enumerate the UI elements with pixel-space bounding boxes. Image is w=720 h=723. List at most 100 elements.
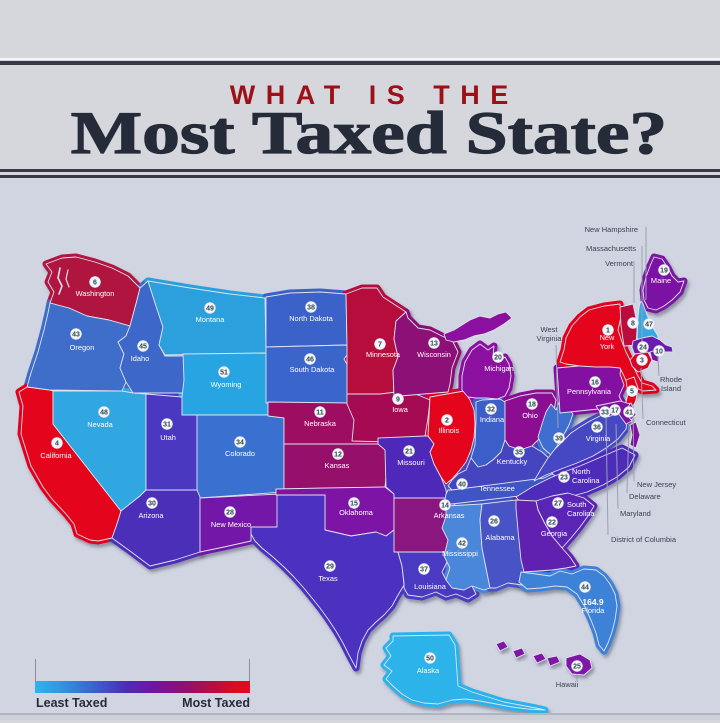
- svg-text:14: 14: [441, 503, 449, 510]
- svg-text:5: 5: [630, 389, 634, 396]
- svg-text:York: York: [600, 342, 615, 351]
- svg-text:Maryland: Maryland: [620, 509, 651, 518]
- svg-text:North: North: [572, 467, 590, 476]
- svg-text:44: 44: [581, 585, 589, 592]
- svg-text:Minnesota: Minnesota: [366, 350, 401, 359]
- svg-text:Ohio: Ohio: [522, 411, 538, 420]
- svg-text:Kentucky: Kentucky: [497, 457, 528, 466]
- svg-text:51: 51: [220, 370, 228, 377]
- svg-text:20: 20: [494, 355, 502, 362]
- svg-text:Virginia: Virginia: [537, 334, 563, 343]
- svg-text:Louisiana: Louisiana: [414, 582, 447, 591]
- svg-text:Arkansas: Arkansas: [434, 511, 465, 520]
- svg-text:7: 7: [378, 342, 382, 349]
- svg-text:Kansas: Kansas: [325, 461, 350, 470]
- svg-text:Carolina: Carolina: [572, 476, 600, 485]
- svg-text:Connecticut: Connecticut: [646, 418, 687, 427]
- svg-text:2: 2: [445, 418, 449, 425]
- svg-text:Florida: Florida: [582, 606, 605, 615]
- svg-text:29: 29: [326, 564, 334, 571]
- svg-text:South: South: [567, 500, 586, 509]
- svg-text:Mississippi: Mississippi: [442, 549, 478, 558]
- svg-text:Island: Island: [661, 384, 681, 393]
- svg-text:New: New: [600, 333, 615, 342]
- svg-text:Alaska: Alaska: [417, 666, 440, 675]
- svg-text:Nevada: Nevada: [87, 420, 113, 429]
- svg-text:48: 48: [100, 410, 108, 417]
- svg-text:23: 23: [560, 475, 568, 482]
- svg-text:17: 17: [611, 408, 619, 415]
- svg-text:22: 22: [548, 520, 556, 527]
- svg-text:40: 40: [458, 482, 466, 489]
- svg-text:47: 47: [645, 322, 653, 329]
- svg-text:Iowa: Iowa: [392, 405, 409, 414]
- svg-text:49: 49: [206, 306, 214, 313]
- svg-text:28: 28: [226, 510, 234, 517]
- svg-text:Missouri: Missouri: [397, 458, 425, 467]
- svg-text:Oregon: Oregon: [70, 343, 95, 352]
- svg-text:37: 37: [420, 567, 428, 574]
- svg-text:Tennessee: Tennessee: [479, 484, 515, 493]
- svg-text:36: 36: [593, 425, 601, 432]
- svg-text:12: 12: [334, 452, 342, 459]
- svg-text:26: 26: [490, 519, 498, 526]
- svg-text:3: 3: [640, 358, 644, 365]
- svg-text:Hawaii: Hawaii: [556, 680, 579, 689]
- svg-text:Wisconsin: Wisconsin: [417, 350, 451, 359]
- svg-text:50: 50: [426, 656, 434, 663]
- svg-text:9: 9: [396, 397, 400, 404]
- svg-text:42: 42: [458, 541, 466, 548]
- svg-text:18: 18: [528, 402, 536, 409]
- svg-text:Idaho: Idaho: [131, 354, 150, 363]
- svg-text:16: 16: [591, 380, 599, 387]
- svg-text:Illinois: Illinois: [439, 426, 460, 435]
- svg-text:164.9: 164.9: [582, 597, 604, 607]
- svg-text:Indiana: Indiana: [480, 415, 505, 424]
- svg-text:Wyoming: Wyoming: [211, 380, 242, 389]
- svg-text:Montana: Montana: [196, 315, 226, 324]
- svg-text:Delaware: Delaware: [629, 492, 661, 501]
- svg-text:34: 34: [236, 440, 244, 447]
- svg-text:38: 38: [307, 305, 315, 312]
- svg-text:45: 45: [139, 344, 147, 351]
- svg-text:39: 39: [555, 436, 563, 443]
- svg-text:35: 35: [515, 450, 523, 457]
- svg-text:South Dakota: South Dakota: [290, 365, 336, 374]
- svg-text:32: 32: [487, 407, 495, 414]
- svg-text:Washington: Washington: [76, 289, 115, 298]
- svg-text:Michigan: Michigan: [484, 364, 514, 373]
- svg-text:Oklahoma: Oklahoma: [339, 508, 374, 517]
- svg-text:Carolina: Carolina: [567, 509, 595, 518]
- svg-text:Virginia: Virginia: [586, 434, 611, 443]
- svg-text:Maine: Maine: [651, 276, 671, 285]
- svg-text:13: 13: [430, 341, 438, 348]
- svg-text:Colorado: Colorado: [225, 449, 255, 458]
- svg-text:46: 46: [306, 357, 314, 364]
- svg-text:25: 25: [573, 664, 581, 671]
- svg-text:41: 41: [625, 410, 633, 417]
- svg-text:43: 43: [72, 332, 80, 339]
- svg-text:New Hampshire: New Hampshire: [585, 225, 638, 234]
- svg-text:Massachusetts: Massachusetts: [586, 244, 636, 253]
- svg-text:District of Columbia: District of Columbia: [611, 535, 677, 544]
- svg-text:West: West: [541, 325, 559, 334]
- svg-text:24: 24: [639, 345, 647, 352]
- svg-text:6: 6: [93, 280, 97, 287]
- svg-text:21: 21: [405, 449, 413, 456]
- svg-text:33: 33: [601, 410, 609, 417]
- svg-text:11: 11: [316, 410, 324, 417]
- svg-text:1: 1: [606, 328, 610, 335]
- svg-text:Rhode: Rhode: [660, 375, 682, 384]
- svg-text:8: 8: [631, 321, 635, 328]
- svg-text:New Mexico: New Mexico: [211, 520, 251, 529]
- svg-text:Nebraska: Nebraska: [304, 419, 337, 428]
- svg-text:Utah: Utah: [160, 433, 176, 442]
- svg-text:30: 30: [148, 501, 156, 508]
- svg-text:Georgia: Georgia: [541, 529, 568, 538]
- svg-text:15: 15: [350, 501, 358, 508]
- svg-text:California: California: [40, 451, 72, 460]
- svg-text:27: 27: [554, 501, 562, 508]
- svg-text:4: 4: [55, 441, 59, 448]
- svg-text:Texas: Texas: [318, 574, 338, 583]
- svg-text:19: 19: [660, 268, 668, 275]
